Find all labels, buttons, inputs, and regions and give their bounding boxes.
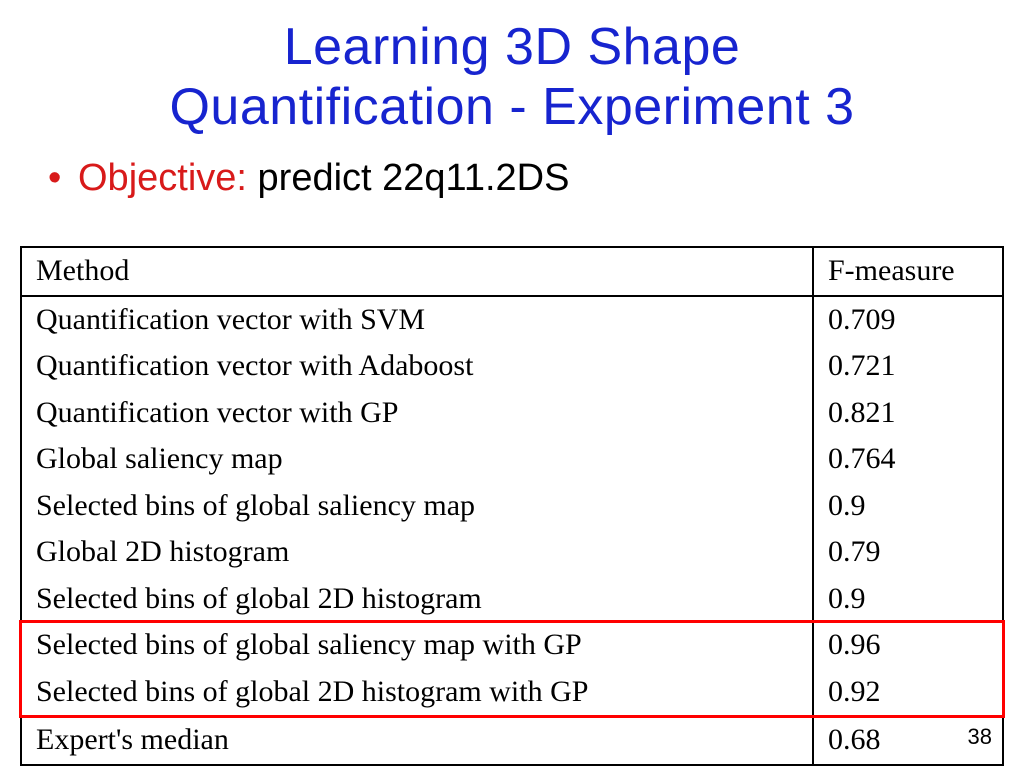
objective-value: predict 22q11.2DS xyxy=(247,157,570,199)
title-line-2: Quantification - Experiment 3 xyxy=(169,78,854,136)
table-row: Expert's median 0.68 xyxy=(21,716,1003,765)
cell-fmeasure: 0.821 xyxy=(813,390,1003,437)
cell-method: Quantification vector with SVM xyxy=(21,296,813,344)
page-number: 38 xyxy=(968,724,992,750)
results-table: Method F-measure Quantification vector w… xyxy=(20,246,1004,766)
table-row: Quantification vector with SVM 0.709 xyxy=(21,296,1003,344)
col-header-fmeasure: F-measure xyxy=(813,247,1003,296)
table-row: Quantification vector with Adaboost 0.72… xyxy=(21,343,1003,390)
cell-fmeasure: 0.9 xyxy=(813,483,1003,530)
cell-method: Selected bins of global 2D histogram wit… xyxy=(21,669,813,717)
slide: Learning 3D Shape Quantification - Exper… xyxy=(0,0,1024,768)
cell-method: Global saliency map xyxy=(21,436,813,483)
cell-fmeasure: 0.79 xyxy=(813,529,1003,576)
cell-method: Global 2D histogram xyxy=(21,529,813,576)
title-line-1: Learning 3D Shape xyxy=(284,18,741,76)
table-row: Selected bins of global 2D histogram 0.9 xyxy=(21,576,1003,623)
cell-fmeasure: 0.96 xyxy=(813,622,1003,669)
table-row: Selected bins of global saliency map wit… xyxy=(21,622,1003,669)
table-row: Quantification vector with GP 0.821 xyxy=(21,390,1003,437)
cell-fmeasure: 0.92 xyxy=(813,669,1003,717)
bullet-dot-icon: • xyxy=(48,156,78,202)
cell-method: Selected bins of global saliency map xyxy=(21,483,813,530)
objective-bullet: •Objective: predict 22q11.2DS xyxy=(48,156,1024,202)
table-row: Global 2D histogram 0.79 xyxy=(21,529,1003,576)
cell-method: Quantification vector with Adaboost xyxy=(21,343,813,390)
cell-method: Quantification vector with GP xyxy=(21,390,813,437)
table-row: Selected bins of global saliency map 0.9 xyxy=(21,483,1003,530)
table-row: Selected bins of global 2D histogram wit… xyxy=(21,669,1003,717)
table-header-row: Method F-measure xyxy=(21,247,1003,296)
cell-fmeasure: 0.764 xyxy=(813,436,1003,483)
cell-fmeasure: 0.721 xyxy=(813,343,1003,390)
cell-method: Selected bins of global saliency map wit… xyxy=(21,622,813,669)
cell-fmeasure: 0.9 xyxy=(813,576,1003,623)
results-table-container: Method F-measure Quantification vector w… xyxy=(20,246,1004,766)
slide-title: Learning 3D Shape Quantification - Exper… xyxy=(0,0,1024,138)
cell-method: Selected bins of global 2D histogram xyxy=(21,576,813,623)
col-header-method: Method xyxy=(21,247,813,296)
table-row: Global saliency map 0.764 xyxy=(21,436,1003,483)
cell-method: Expert's median xyxy=(21,716,813,765)
cell-fmeasure: 0.709 xyxy=(813,296,1003,344)
objective-label: Objective: xyxy=(78,157,247,199)
